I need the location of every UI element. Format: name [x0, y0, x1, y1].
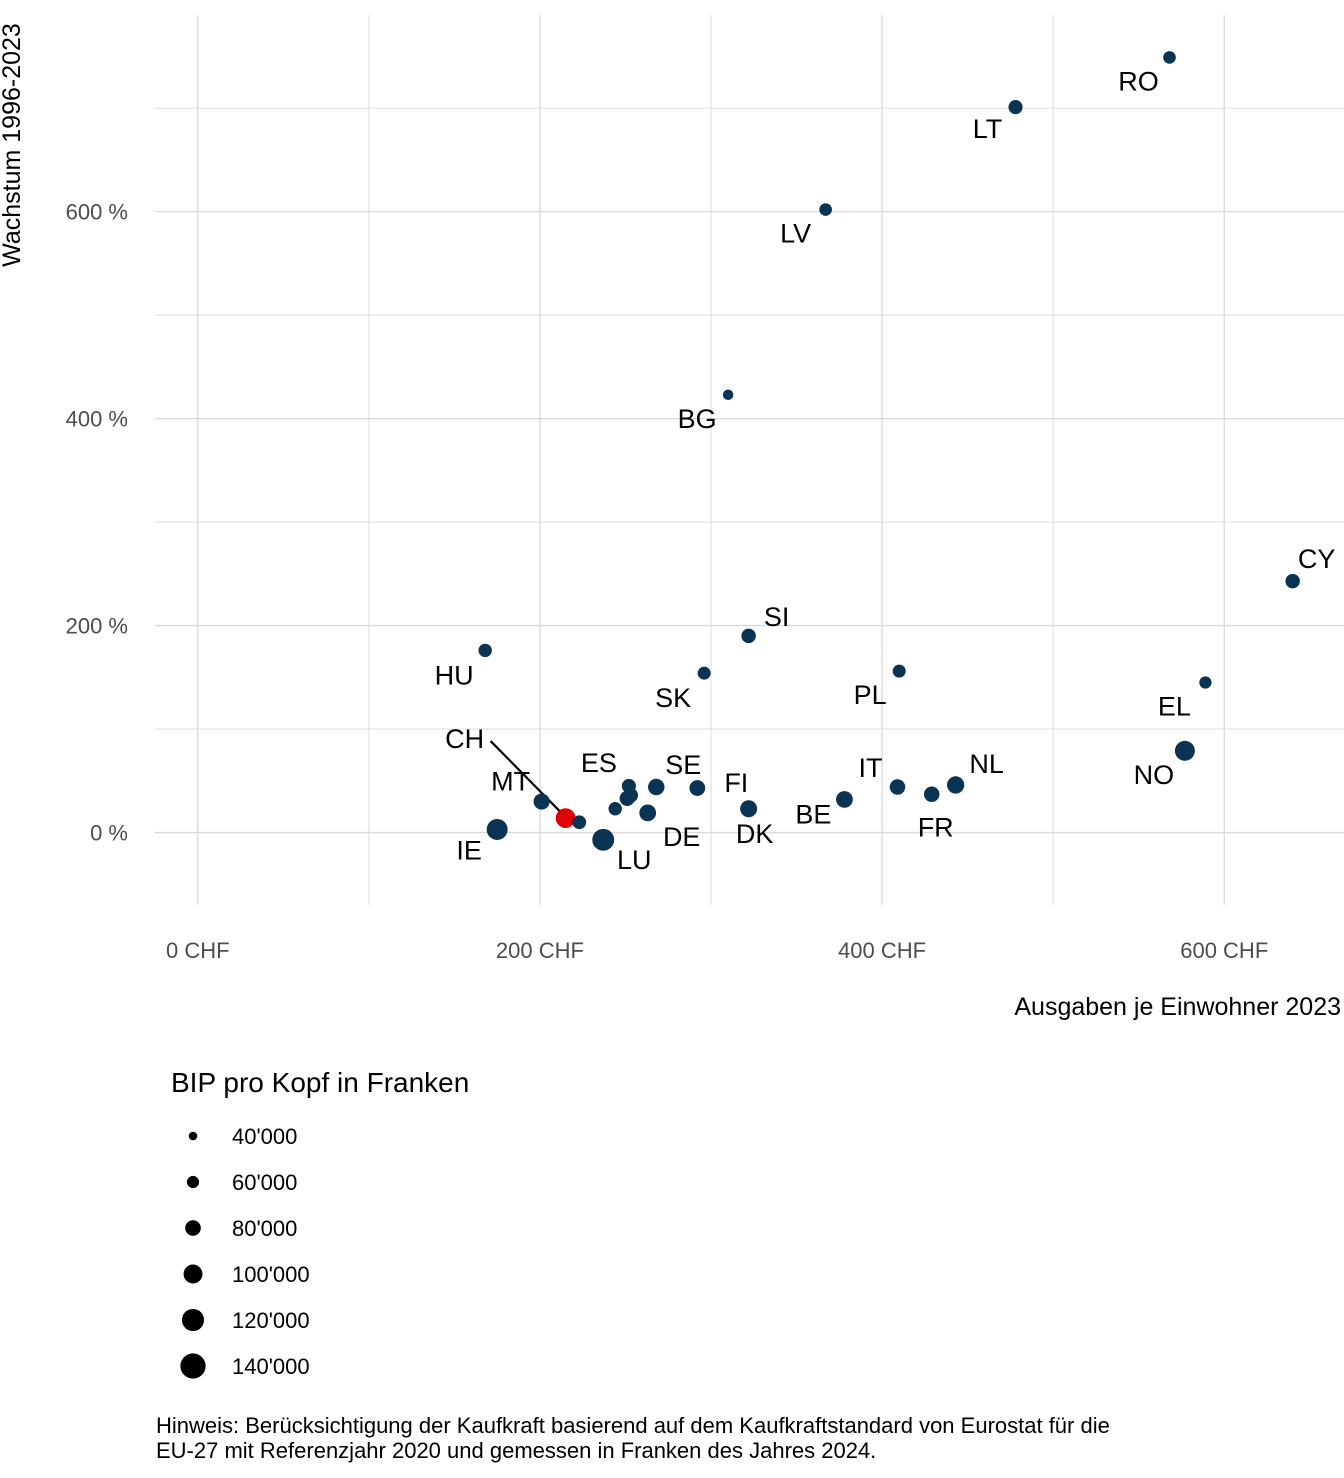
point-mt — [533, 793, 550, 810]
label-fi: FI — [724, 768, 748, 798]
label-fr: FR — [918, 812, 954, 842]
legend-circle — [181, 1308, 205, 1332]
point-sk — [697, 666, 711, 680]
point-de — [639, 804, 657, 822]
point-el — [1199, 676, 1212, 689]
label-cy: CY — [1298, 544, 1336, 574]
label-it: IT — [858, 753, 882, 783]
legend-circle — [185, 1220, 201, 1236]
point-bg — [722, 389, 734, 401]
label-de: DE — [663, 822, 701, 852]
x-tick-label: 600 CHF — [1180, 938, 1268, 963]
point-unlabeled — [572, 815, 587, 830]
label-pl: PL — [854, 680, 887, 710]
legend-circle — [188, 1131, 198, 1141]
label-ch: CH — [445, 724, 484, 754]
label-es: ES — [581, 748, 617, 778]
x-tick-label: 0 CHF — [166, 938, 230, 963]
connector-ch — [489, 740, 565, 816]
legend-title: BIP pro Kopf in Franken — [171, 1067, 469, 1098]
point-unlabeled — [608, 802, 622, 816]
y-tick-label: 200 % — [66, 614, 128, 639]
legend-circle — [186, 1175, 200, 1189]
legend-circle — [183, 1264, 203, 1284]
label-el: EL — [1158, 692, 1191, 722]
point-dk — [740, 800, 758, 818]
scatter-chart: 0 CHF 200 CHF 400 CHF 600 CHF 0 % 200 % 400 %… — [0, 15, 1344, 1379]
label-ie: IE — [456, 835, 482, 865]
label-lt: LT — [973, 114, 1003, 144]
point-nl — [946, 776, 965, 794]
legend-label: 120'000 — [232, 1308, 310, 1333]
legend-label: 140'000 — [232, 1354, 310, 1379]
label-nl: NL — [969, 749, 1004, 779]
point-lu — [592, 828, 615, 851]
footnote: Hinweis: Berücksichtigung der Kaufkraft … — [156, 1413, 1306, 1463]
legend-label: 80'000 — [232, 1216, 297, 1241]
point-ro — [1163, 51, 1176, 64]
legend-circle — [180, 1353, 206, 1379]
point-lv — [819, 203, 832, 216]
x-axis-title: Ausgaben je Einwohner 2023 — [1014, 993, 1341, 1021]
label-connectors — [489, 740, 565, 816]
label-se: SE — [665, 750, 701, 780]
x-tick-label: 400 CHF — [838, 938, 926, 963]
label-dk: DK — [736, 819, 774, 849]
point-ie — [486, 818, 508, 840]
legend-entries: 40'000 60'000 80'000 100'000 120'000 140'000 — [180, 1124, 310, 1379]
label-si: SI — [764, 602, 790, 632]
point-fr — [923, 786, 940, 803]
legend-label: 100'000 — [232, 1262, 310, 1287]
legend-label: 40'000 — [232, 1124, 297, 1149]
point-se — [648, 778, 665, 796]
label-no: NO — [1134, 760, 1175, 790]
y-axis-ticks: 0 % 200 % 400 % 600 % — [66, 200, 128, 846]
point-it — [889, 779, 906, 795]
label-hu: HU — [435, 660, 474, 690]
footnote-line-1: Hinweis: Berücksichtigung der Kaufkraft … — [156, 1413, 1110, 1438]
legend-label: 60'000 — [232, 1170, 297, 1195]
point-cy — [1285, 573, 1300, 589]
grid-lines — [155, 15, 1344, 905]
x-axis-ticks: 0 CHF 200 CHF 400 CHF 600 CHF — [166, 938, 1268, 963]
point-no — [1174, 740, 1195, 761]
size-legend: BIP pro Kopf in Franken 40'000 60'000 80'0… — [171, 1067, 469, 1379]
point-lt — [1008, 100, 1023, 115]
y-tick-label: 600 % — [66, 200, 128, 225]
y-axis-title: Wachstum 1996-2023 — [0, 23, 26, 267]
point-be — [836, 791, 853, 808]
label-be: BE — [795, 799, 831, 829]
point-es — [621, 778, 636, 794]
point-pl — [892, 664, 906, 678]
label-ro: RO — [1118, 66, 1159, 96]
footnote-line-2: EU-27 mit Referenzjahr 2020 und gemessen… — [156, 1438, 877, 1463]
label-sk: SK — [655, 683, 691, 713]
y-tick-label: 400 % — [66, 407, 128, 432]
point-ch — [555, 808, 576, 828]
label-lu: LU — [617, 845, 652, 875]
y-tick-label: 0 % — [90, 821, 128, 846]
label-lv: LV — [780, 219, 811, 249]
label-mt: MT — [491, 767, 530, 797]
point-fi — [689, 780, 706, 796]
data-points — [478, 51, 1300, 851]
point-hu — [478, 643, 492, 658]
x-tick-label: 200 CHF — [496, 938, 584, 963]
label-bg: BG — [678, 404, 717, 434]
point-si — [741, 628, 756, 644]
